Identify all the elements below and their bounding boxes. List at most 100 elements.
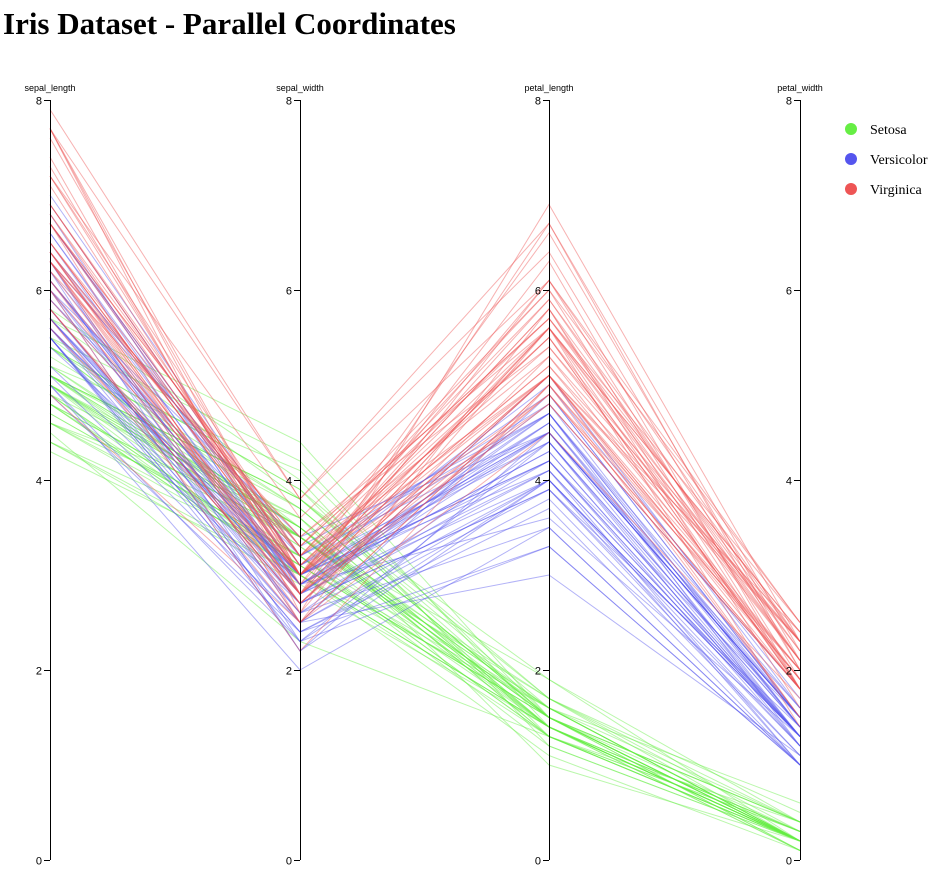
legend-label: Setosa — [870, 123, 907, 138]
data-line-setosa — [49, 384, 801, 842]
data-line-versicolor — [49, 204, 801, 718]
data-line-versicolor — [49, 299, 801, 690]
axis-petal-width: petal_width 0 2 4 6 8 — [777, 83, 823, 868]
data-line-setosa — [49, 384, 801, 823]
data-line-setosa — [49, 384, 801, 804]
data-line-versicolor — [49, 280, 801, 728]
axis-title: petal_width — [777, 83, 823, 93]
tick-label: 6 — [286, 286, 292, 298]
data-line-setosa — [49, 413, 801, 842]
data-line-setosa — [49, 337, 801, 842]
data-line-versicolor — [49, 232, 801, 737]
data-line-setosa — [49, 308, 801, 842]
data-line-setosa — [49, 422, 801, 832]
data-line-virginica — [49, 327, 801, 671]
data-line-versicolor — [49, 318, 801, 737]
data-line-versicolor — [49, 289, 801, 709]
data-line-virginica — [49, 242, 801, 671]
data-line-setosa — [49, 403, 801, 842]
data-line-setosa — [49, 346, 801, 842]
tick-label: 4 — [535, 476, 541, 488]
axis-title: sepal_length — [24, 83, 75, 93]
series-setosa — [49, 308, 801, 851]
data-line-virginica — [49, 156, 801, 680]
legend: Setosa Versicolor Virginica — [845, 123, 928, 198]
data-line-setosa — [49, 375, 801, 842]
data-line-virginica — [49, 109, 801, 671]
data-line-virginica — [49, 251, 801, 661]
data-line-versicolor — [49, 251, 801, 718]
data-line-setosa — [49, 384, 801, 832]
data-line-versicolor — [49, 289, 801, 766]
tick-label: 8 — [36, 96, 42, 108]
data-line-virginica — [49, 166, 801, 690]
data-line-virginica — [49, 213, 801, 661]
data-line-virginica — [49, 213, 801, 642]
legend-swatch — [845, 183, 857, 195]
data-line-virginica — [49, 175, 801, 709]
data-line-versicolor — [49, 337, 801, 737]
data-line-versicolor — [49, 261, 801, 718]
data-line-versicolor — [49, 194, 801, 728]
data-line-versicolor — [49, 318, 801, 747]
data-line-versicolor — [49, 261, 801, 737]
data-line-setosa — [49, 346, 801, 842]
data-line-virginica — [49, 128, 801, 642]
data-line-setosa — [49, 384, 801, 842]
data-line-versicolor — [49, 308, 801, 747]
axis-title: petal_length — [524, 83, 573, 93]
data-line-virginica — [49, 251, 801, 680]
data-line-virginica — [49, 251, 801, 690]
data-line-versicolor — [49, 365, 801, 728]
legend-swatch — [845, 153, 857, 165]
data-line-versicolor — [49, 280, 801, 728]
data-line-versicolor — [49, 327, 801, 718]
tick-label: 4 — [786, 476, 792, 488]
data-line-virginica — [49, 223, 801, 623]
series-versicolor — [49, 194, 801, 766]
data-lines — [49, 109, 801, 851]
data-line-versicolor — [49, 223, 801, 718]
data-line-setosa — [49, 384, 801, 842]
data-line-setosa — [49, 403, 801, 842]
data-line-setosa — [49, 403, 801, 851]
data-line-setosa — [49, 318, 801, 832]
data-line-versicolor — [49, 308, 801, 747]
data-line-versicolor — [49, 327, 801, 737]
data-line-setosa — [49, 365, 801, 851]
data-line-virginica — [49, 204, 801, 642]
data-line-versicolor — [49, 337, 801, 756]
data-line-virginica — [49, 223, 801, 690]
tick-label: 2 — [786, 666, 792, 678]
tick-label: 6 — [786, 286, 792, 298]
data-line-virginica — [49, 289, 801, 690]
data-line-versicolor — [49, 318, 801, 766]
axis-title: sepal_width — [276, 83, 324, 93]
data-line-virginica — [49, 251, 801, 642]
data-line-virginica — [49, 308, 801, 633]
tick-label: 0 — [786, 856, 792, 868]
data-line-virginica — [49, 318, 801, 671]
tick-label: 6 — [535, 286, 541, 298]
data-line-versicolor — [49, 318, 801, 737]
data-line-virginica — [49, 242, 801, 690]
legend-item-setosa: Setosa — [845, 123, 907, 138]
data-line-versicolor — [49, 394, 801, 766]
data-line-versicolor — [49, 384, 801, 766]
data-line-setosa — [49, 441, 801, 842]
axis-sepal-width: sepal_width 0 2 4 6 8 — [276, 83, 324, 868]
tick-label: 2 — [36, 666, 42, 678]
data-line-virginica — [49, 128, 801, 642]
data-line-virginica — [49, 308, 801, 680]
axis-petal-length: petal_length 0 2 4 6 8 — [524, 83, 573, 868]
data-line-versicolor — [49, 280, 801, 737]
data-line-virginica — [49, 261, 801, 633]
data-line-versicolor — [49, 327, 801, 737]
data-line-setosa — [49, 422, 801, 842]
legend-item-virginica: Virginica — [845, 183, 923, 198]
data-line-versicolor — [49, 327, 801, 756]
data-line-versicolor — [49, 337, 801, 737]
data-line-virginica — [49, 394, 801, 699]
data-line-setosa — [49, 365, 801, 842]
data-line-setosa — [49, 422, 801, 842]
